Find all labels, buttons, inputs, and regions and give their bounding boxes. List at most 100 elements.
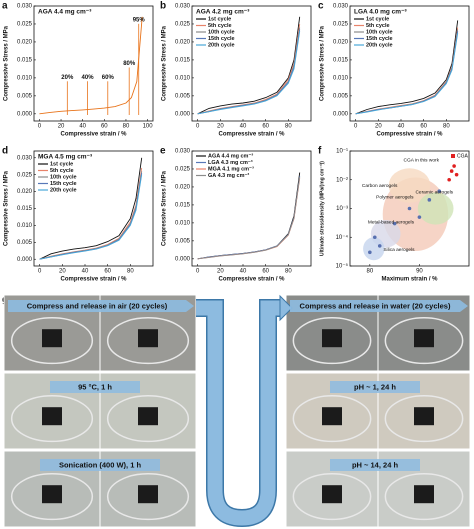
y-tick-label: 0.030 — [17, 4, 33, 10]
x-tick-label: 40 — [82, 269, 89, 275]
panel-label: a — [2, 1, 8, 12]
panel-label: b — [160, 1, 166, 12]
sample — [414, 485, 434, 504]
x-tick-label: 60 — [420, 124, 427, 130]
y-tick-label: 0.020 — [17, 40, 33, 46]
region — [388, 168, 431, 203]
plot-frame — [349, 5, 470, 122]
plot-frame — [191, 150, 312, 267]
y-tick-label: 0.025 — [17, 172, 33, 178]
x-axis-title: Compressive strain / % — [218, 132, 285, 138]
y-tick-label: 0.010 — [175, 75, 191, 81]
legend-label: 1st cycle — [366, 16, 389, 22]
arrow-head — [279, 294, 293, 322]
y-tick-label: 0.030 — [175, 149, 191, 155]
x-tick-label: 80 — [366, 269, 373, 275]
y-tick-label: 0.000 — [175, 111, 191, 117]
y-tick-label: 0.010 — [333, 75, 349, 81]
y-tick-label: 10⁻² — [336, 177, 348, 183]
series-line — [39, 174, 143, 260]
step-caption: Sonication (400 W), 1 h — [59, 460, 142, 469]
y-tick-label: 0.020 — [175, 185, 191, 191]
legend-label: AGA 4.4 mg cm⁻³ — [208, 152, 253, 159]
y-tick-label: 0.025 — [175, 22, 191, 28]
sample — [414, 407, 434, 426]
panel-label: f — [318, 146, 322, 157]
region — [363, 237, 385, 261]
chart-title: AGA 4.2 mg cm⁻³ — [196, 9, 250, 16]
x-tick-label: 90 — [416, 269, 423, 275]
y-tick-label: 0.010 — [175, 220, 191, 226]
legend-label: 20th cycle — [366, 42, 393, 48]
series-line — [197, 16, 301, 115]
y-tick-label: 0.015 — [333, 57, 349, 63]
x-tick-label: 80 — [127, 269, 134, 275]
y-tick-label: 0.020 — [175, 40, 191, 46]
legend-label: CGA — [457, 153, 469, 159]
legend-label: 15th cycle — [366, 36, 393, 42]
x-tick-label: 20 — [58, 124, 65, 130]
annotation: CGA in this work — [404, 157, 440, 163]
y-tick-label: 0.030 — [333, 4, 349, 10]
series-line — [197, 176, 301, 260]
x-tick-label: 80 — [285, 269, 292, 275]
y-tick-label: 0.025 — [175, 167, 191, 173]
legend-label: 5th cycle — [50, 168, 74, 174]
x-tick-label: 40 — [240, 269, 247, 275]
y-axis-title: Ultimate stress/density (MPa/(mg cm⁻³)) — [319, 161, 325, 256]
panel-label: c — [318, 1, 324, 12]
annotation: Carbon aerogels — [362, 183, 398, 189]
series-line — [197, 31, 301, 115]
step-caption: Compress and release in air (20 cycles) — [27, 301, 168, 310]
y-tick-label: 0.005 — [175, 238, 191, 244]
x-tick-label: 0 — [38, 269, 42, 275]
legend-label: 15th cycle — [50, 181, 77, 187]
flow-arrow — [196, 300, 282, 526]
y-axis-title: Compressive Stress / MPa — [320, 25, 326, 101]
legend-label: 15th cycle — [208, 36, 235, 42]
step-caption: pH ~ 1, 24 h — [354, 382, 396, 391]
annotation: 80% — [123, 61, 136, 67]
caption-box — [330, 459, 420, 471]
x-axis-title: Maximum strain / % — [381, 277, 438, 283]
annotation: Metal-based aerogels — [368, 220, 415, 226]
y-tick-label: 0.025 — [333, 22, 349, 28]
dish — [292, 473, 372, 521]
dish — [106, 317, 190, 365]
annotation: Ceramic aerogels — [415, 190, 453, 196]
x-axis-title: Compressive strain / % — [376, 132, 443, 138]
x-axis-title: Compressive strain / % — [60, 277, 127, 283]
point — [372, 235, 377, 240]
legend-label: GA 4.3 mg cm⁻³ — [208, 172, 249, 179]
annotation: Silica aerogels — [383, 247, 415, 253]
sample — [42, 407, 62, 426]
x-tick-label: 80 — [443, 124, 450, 130]
panel-label: e — [160, 146, 166, 157]
point — [452, 164, 456, 168]
chart-title: MGA 4.5 mg cm⁻³ — [38, 154, 93, 161]
step-caption: pH ~ 14, 24 h — [352, 460, 398, 469]
annotation: 20% — [61, 75, 74, 81]
point — [417, 215, 422, 219]
point — [392, 221, 397, 226]
point — [368, 250, 372, 255]
y-tick-label: 0.000 — [17, 257, 33, 263]
step-caption: 95 °C, 1 h — [78, 382, 112, 391]
sample — [414, 329, 434, 348]
x-axis-title: Compressive strain / % — [218, 277, 285, 283]
point — [449, 169, 454, 173]
dish — [10, 473, 94, 521]
y-axis-title: Compressive Stress / MPa — [162, 25, 168, 101]
chart-title: AGA 4.4 mg cm⁻³ — [38, 9, 92, 16]
y-tick-label: 0.025 — [17, 22, 33, 28]
annotation: Polymer aerogels — [376, 194, 414, 200]
y-axis-title: Compressive Stress / MPa — [4, 170, 10, 246]
legend-label: MGA 4.1 mg cm⁻³ — [208, 165, 254, 172]
y-tick-label: 0.015 — [17, 206, 33, 212]
x-tick-label: 20 — [217, 269, 224, 275]
sample — [322, 485, 342, 504]
legend-label: 5th cycle — [208, 23, 232, 29]
region — [417, 192, 454, 225]
point — [377, 244, 382, 248]
legend-label: 20th cycle — [50, 187, 77, 193]
